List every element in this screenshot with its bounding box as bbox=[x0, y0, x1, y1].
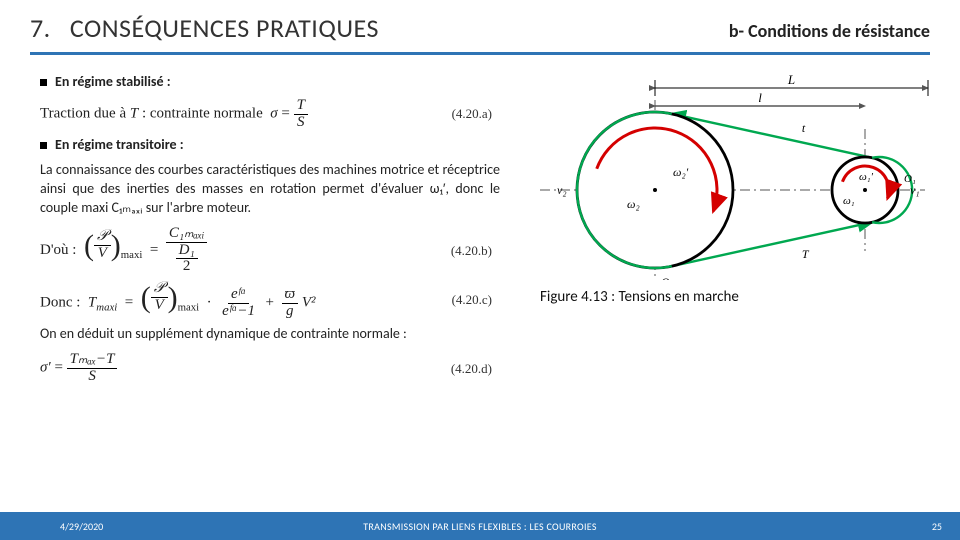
eq-c-maxi: maxi bbox=[178, 301, 200, 313]
eq-c-P: 𝒫 bbox=[151, 281, 168, 298]
figure-caption: Figure 4.13 : Tensions en marche bbox=[540, 288, 739, 306]
eq-a-num: T bbox=[294, 98, 308, 115]
eq-c-g: g bbox=[283, 304, 297, 320]
equation-c: Donc : Tmaxi = ( 𝒫 V ) maxi · eᶠᵅ bbox=[40, 281, 500, 319]
equation-a: Traction due à T : contrainte normale σ … bbox=[40, 98, 500, 131]
svg-text:ω₁′: ω₁′ bbox=[859, 171, 874, 183]
eq-d-Tmax: Tₘₐₓ bbox=[70, 351, 96, 367]
eq-a-mid: : contrainte normale bbox=[142, 106, 263, 122]
eq-c-efden: eᶠᵅ−1 bbox=[219, 304, 258, 320]
figure-tensions: Ll v₂ v₁ ω₂ ω₂′ ω₁′ ω₁ O₂ O₁ t T bbox=[530, 70, 930, 285]
footer-page: 25 bbox=[932, 520, 942, 533]
svg-text:ω₁: ω₁ bbox=[843, 195, 855, 207]
eq-c-prefix: Donc : bbox=[40, 294, 80, 310]
eq-b-V: V bbox=[95, 246, 110, 262]
bullet-icon bbox=[40, 79, 47, 86]
bullet-text: En régime stabilisé : bbox=[55, 73, 171, 92]
paragraph-transitoire: La connaissance des courbes caractéristi… bbox=[40, 161, 500, 218]
svg-text:O₁: O₁ bbox=[904, 173, 916, 185]
eq-c-label: (4.20.c) bbox=[452, 291, 500, 309]
eq-c-V: V bbox=[152, 298, 167, 314]
svg-text:L: L bbox=[787, 72, 795, 87]
eq-b-maxi: maxi bbox=[121, 249, 143, 261]
eq-d-sigmap: σ′ bbox=[40, 360, 51, 376]
svg-text:t: t bbox=[802, 121, 806, 135]
eq-a-label: (4.20.a) bbox=[452, 105, 500, 123]
eq-b-C1: C₁ₘₐₓᵢ bbox=[166, 226, 208, 243]
eq-b-prefix: D'où : bbox=[40, 242, 76, 258]
eq-a-prefix: Traction due à bbox=[40, 106, 126, 122]
eq-c-efnum: eᶠᵅ bbox=[228, 287, 249, 304]
bullet-regime-transitoire: En régime transitoire : bbox=[40, 136, 500, 155]
svg-text:ω₂: ω₂ bbox=[627, 197, 640, 211]
svg-text:ω₂′: ω₂′ bbox=[673, 165, 689, 179]
eq-c-varpi: ϖ bbox=[282, 287, 299, 304]
section-title: CONSÉQUENCES PRATIQUES bbox=[70, 12, 379, 44]
eq-b-label: (4.20.b) bbox=[451, 242, 500, 260]
eq-b-D1: D₁ bbox=[176, 243, 198, 260]
eq-a-T: T bbox=[130, 106, 138, 122]
eq-d-T: T bbox=[106, 351, 114, 367]
eq-b-two: 2 bbox=[180, 259, 194, 275]
eq-b-P: 𝒫 bbox=[94, 229, 111, 246]
bullet-regime-stabilise: En régime stabilisé : bbox=[40, 73, 500, 92]
svg-text:T: T bbox=[802, 247, 810, 261]
bullet-text: En régime transitoire : bbox=[55, 136, 184, 155]
equation-d: σ′ = Tₘₐₓ−T S (4.20.d) bbox=[40, 352, 500, 385]
eq-c-T: T bbox=[88, 294, 96, 310]
svg-text:O₂: O₂ bbox=[661, 275, 674, 280]
svg-text:v₂: v₂ bbox=[557, 183, 567, 197]
figure-svg: Ll v₂ v₁ ω₂ ω₂′ ω₁′ ω₁ O₂ O₁ t T bbox=[530, 70, 930, 280]
svg-text:l: l bbox=[758, 90, 762, 105]
paragraph-supplement: On en déduit un supplément dynamique de … bbox=[40, 325, 500, 344]
footer-bar: 4/29/2020 TRANSMISSION PAR LIENS FLEXIBL… bbox=[0, 512, 960, 540]
footer-title: TRANSMISSION PAR LIENS FLEXIBLES : LES C… bbox=[363, 520, 597, 533]
svg-text:v₁: v₁ bbox=[910, 183, 920, 197]
eq-d-label: (4.20.d) bbox=[451, 360, 500, 378]
section-subtitle: b- Conditions de résistance bbox=[729, 20, 930, 42]
eq-a-den: S bbox=[294, 115, 308, 131]
eq-c-Tmaxi: maxi bbox=[96, 301, 117, 313]
equation-b: D'où : ( 𝒫 V ) maxi = C₁ₘₐₓᵢ bbox=[40, 226, 500, 275]
section-number: 7. bbox=[30, 12, 51, 44]
eq-a-sigma: σ bbox=[270, 106, 277, 122]
section-heading: 7. CONSÉQUENCES PRATIQUES bbox=[30, 12, 379, 44]
bullet-icon bbox=[40, 142, 47, 149]
footer-date: 4/29/2020 bbox=[0, 520, 103, 533]
eq-c-V2: V² bbox=[302, 294, 316, 310]
eq-d-S: S bbox=[85, 369, 99, 385]
